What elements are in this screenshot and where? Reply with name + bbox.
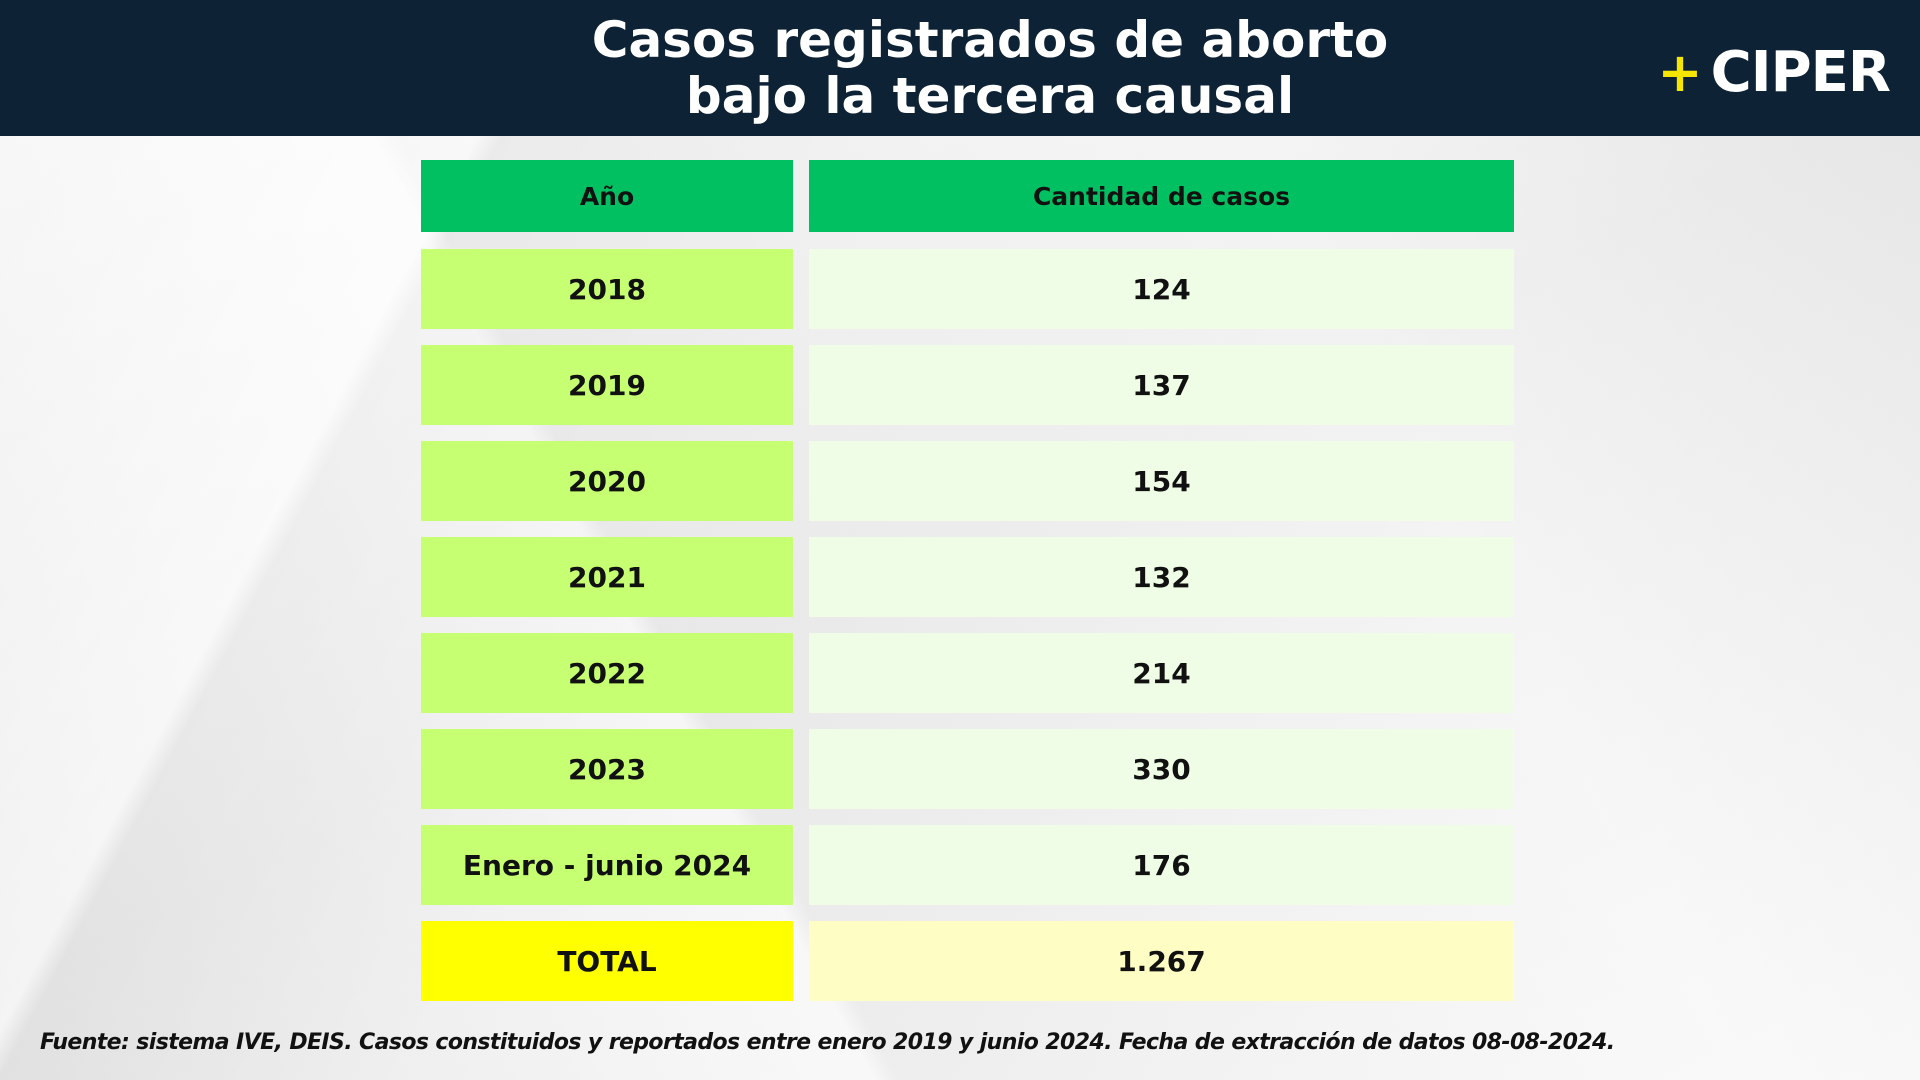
count-cell: 330	[809, 729, 1514, 809]
count-cell: 137	[809, 345, 1514, 425]
table-header-row: Año Cantidad de casos	[421, 160, 1514, 232]
logo-text: CIPER	[1710, 40, 1891, 105]
table-row: 2018 124	[421, 249, 1514, 329]
count-cell: 154	[809, 441, 1514, 521]
year-cell: 2019	[421, 345, 793, 425]
header-bar: Casos registrados de aborto bajo la terc…	[0, 0, 1920, 136]
table-row: 2023 330	[421, 729, 1514, 809]
year-cell: 2023	[421, 729, 793, 809]
plus-icon: +	[1657, 41, 1703, 104]
table-row: Enero - junio 2024 176	[421, 825, 1514, 905]
source-note: Fuente: sistema IVE, DEIS. Casos constit…	[40, 1030, 1615, 1055]
year-cell: 2018	[421, 249, 793, 329]
year-cell: 2020	[421, 441, 793, 521]
total-row: TOTAL 1.267	[421, 921, 1514, 1001]
table-row: 2021 132	[421, 537, 1514, 617]
ciper-logo: + CIPER	[1657, 40, 1891, 106]
count-cell: 124	[809, 249, 1514, 329]
chart-title: Casos registrados de aborto bajo la terc…	[420, 12, 1560, 124]
count-cell: 214	[809, 633, 1514, 713]
title-line-1: Casos registrados de aborto	[591, 11, 1389, 69]
year-cell: Enero - junio 2024	[421, 825, 793, 905]
count-cell: 176	[809, 825, 1514, 905]
count-cell: 132	[809, 537, 1514, 617]
year-cell: 2021	[421, 537, 793, 617]
year-cell: 2022	[421, 633, 793, 713]
table-row: 2022 214	[421, 633, 1514, 713]
title-line-2: bajo la tercera causal	[685, 67, 1295, 125]
total-label-cell: TOTAL	[421, 921, 793, 1001]
total-value-cell: 1.267	[809, 921, 1514, 1001]
column-header-year: Año	[421, 160, 793, 232]
column-header-count: Cantidad de casos	[809, 160, 1514, 232]
table-row: 2020 154	[421, 441, 1514, 521]
table-row: 2019 137	[421, 345, 1514, 425]
